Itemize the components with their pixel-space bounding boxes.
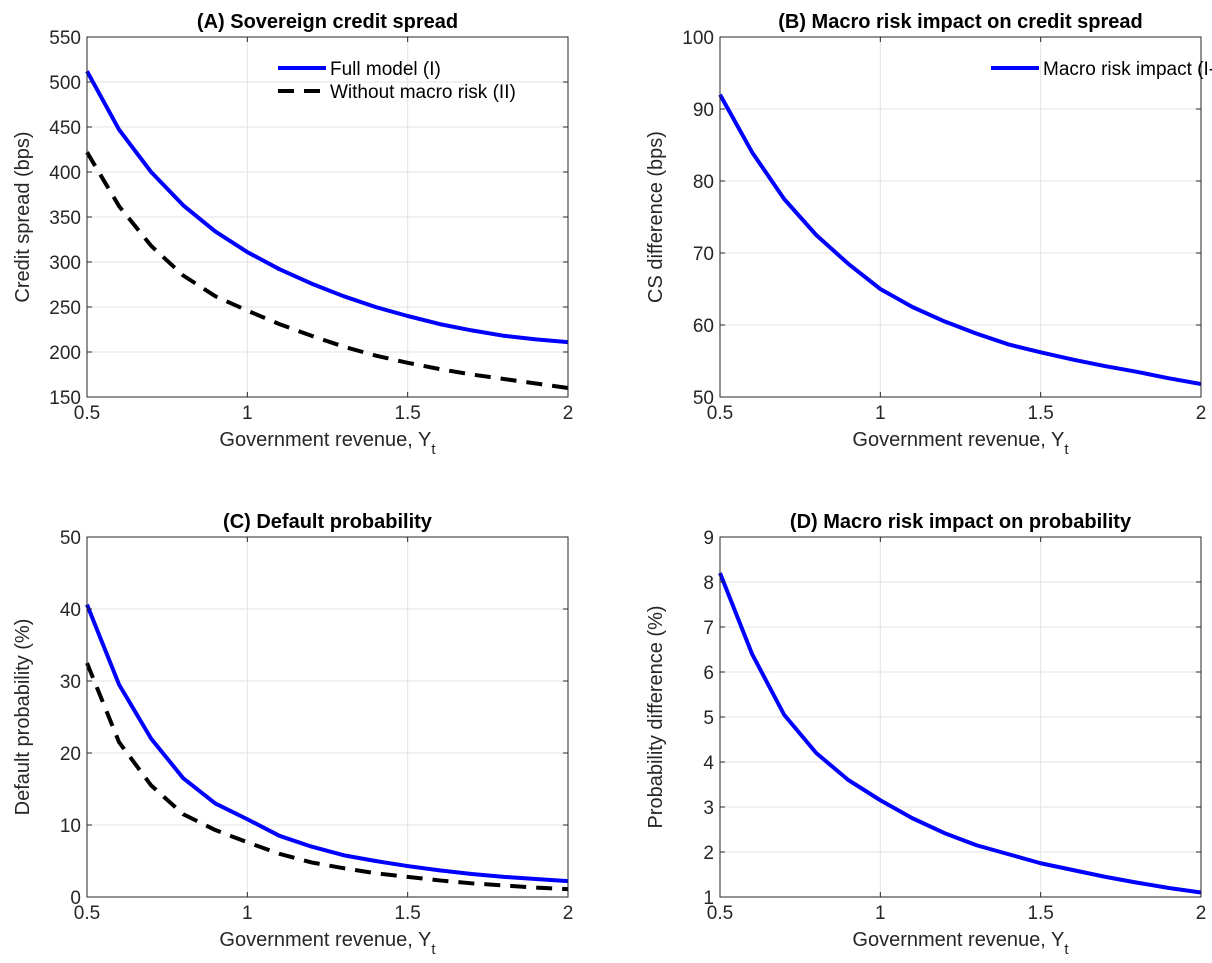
y-axis-label-c: Default probability (%) (12, 619, 34, 816)
x-tick-label: 1.5 (394, 403, 420, 424)
series-line-d-1 (718, 572, 1202, 895)
y-tick-label: 90 (693, 100, 714, 121)
x-tick-label: 2 (1196, 403, 1207, 424)
legend-label-a-2: Without macro risk (II) (330, 82, 516, 103)
y-tick-label: 400 (49, 163, 81, 184)
x-tick-label: 1 (875, 903, 886, 924)
y-tick-label: 2 (703, 843, 714, 864)
x-tick-label: 2 (563, 403, 574, 424)
y-tick-label: 550 (49, 28, 81, 49)
y-tick-label: 3 (703, 798, 714, 819)
x-axis-label-c: Government revenue, Yt (219, 929, 436, 958)
chart-title-d: (D) Macro risk impact on probability (790, 511, 1132, 533)
x-tick-label: 1.5 (1027, 403, 1053, 424)
x-tick-label: 0.5 (74, 903, 100, 924)
y-tick-label: 9 (703, 528, 714, 549)
chart-title-b: (B) Macro risk impact on credit spread (778, 11, 1143, 33)
y-axis-label-b: CS difference (bps) (645, 131, 667, 303)
x-axis-label-text: Government revenue, Y (852, 929, 1064, 951)
x-axis-label-subscript: t (1064, 941, 1069, 958)
series-line-a-1 (85, 70, 569, 345)
y-axis-label-d: Probability difference (%) (645, 605, 667, 828)
y-tick-label: 500 (49, 73, 81, 94)
y-tick-label: 0 (70, 888, 81, 909)
y-tick-label: 100 (682, 28, 714, 49)
y-tick-label: 5 (703, 708, 714, 729)
y-tick-label: 8 (703, 573, 714, 594)
x-axis-label-subscript: t (431, 441, 436, 458)
x-axis-label-subscript: t (431, 941, 436, 958)
x-axis-label-d: Government revenue, Yt (852, 929, 1069, 958)
chart-title-a: (A) Sovereign credit spread (197, 11, 458, 33)
y-tick-label: 200 (49, 343, 81, 364)
x-tick-label: 2 (1196, 903, 1207, 924)
x-tick-label: 1 (242, 403, 253, 424)
y-tick-label: 6 (703, 663, 714, 684)
plot-area-b (720, 37, 1201, 397)
series-line-c-1 (85, 603, 569, 884)
x-tick-label: 0.5 (74, 403, 100, 424)
panel-b: 0.5 1 1.5 2 50 60 70 80 90 100 (B) Macro risk impa… (645, 11, 1212, 458)
x-tick-label: 1.5 (1027, 903, 1053, 924)
x-tick-label: 0.5 (707, 403, 733, 424)
y-tick-label: 300 (49, 253, 81, 274)
y-axis-label-a: Credit spread (bps) (12, 131, 34, 302)
x-tick-label: 2 (563, 903, 574, 924)
legend-label-a-1: Full model (I) (330, 59, 441, 80)
y-tick-label: 350 (49, 208, 81, 229)
axes-frame-c (86, 536, 569, 898)
y-tick-label: 250 (49, 298, 81, 319)
y-tick-label: 150 (49, 388, 81, 409)
x-tick-label: 1.5 (394, 903, 420, 924)
y-tick-label: 50 (60, 528, 81, 549)
panel-a: 0.5 1 1.5 2 150 200 250 300 350 400 450 500 550 (A) S… (12, 11, 573, 458)
series-line-c-2 (85, 662, 569, 892)
y-tick-label: 50 (693, 388, 714, 409)
x-tick-label: 1 (875, 403, 886, 424)
x-axis-label-text: Government revenue, Y (852, 429, 1064, 451)
series-line-b-1 (718, 93, 1202, 387)
legend-label-b-1: Macro risk impact (I-II) (1043, 59, 1212, 80)
plot-area-c (87, 537, 568, 897)
x-axis-label-text: Government revenue, Y (219, 929, 431, 951)
y-tick-label: 7 (703, 618, 714, 639)
y-tick-label: 60 (693, 316, 714, 337)
x-axis-label-b: Government revenue, Yt (852, 429, 1069, 458)
y-tick-label: 450 (49, 118, 81, 139)
x-tick-label: 1 (242, 903, 253, 924)
axes-frame-b (719, 36, 1202, 398)
x-axis-label-text: Government revenue, Y (219, 429, 431, 451)
y-tick-label: 1 (703, 888, 714, 909)
y-tick-label: 80 (693, 172, 714, 193)
y-tick-label: 10 (60, 816, 81, 837)
y-tick-label: 30 (60, 672, 81, 693)
x-axis-label-a: Government revenue, Yt (219, 429, 436, 458)
y-tick-label: 40 (60, 600, 81, 621)
series-line-a-2 (85, 151, 569, 390)
chart-title-c: (C) Default probability (223, 511, 433, 533)
x-tick-label: 0.5 (707, 903, 733, 924)
y-tick-label: 4 (703, 753, 714, 774)
y-tick-label: 70 (693, 244, 714, 265)
x-axis-label-subscript: t (1064, 441, 1069, 458)
y-tick-label: 20 (60, 744, 81, 765)
